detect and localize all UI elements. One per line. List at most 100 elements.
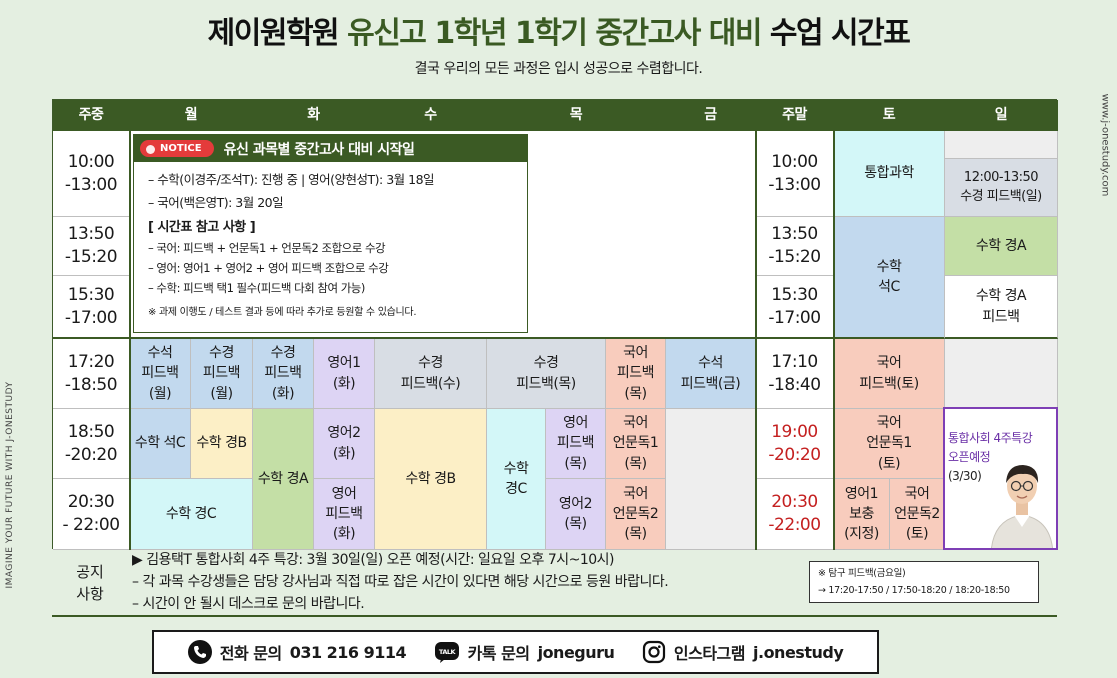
time-weekend-6: 20:30 -22:00 bbox=[756, 479, 834, 550]
time-weekday-2: 13:50 -15:20 bbox=[53, 217, 130, 276]
class-sat-korean-reading2: 국어 언문독2 (토) bbox=[890, 479, 945, 550]
header-wed: 수 bbox=[375, 100, 487, 131]
time-weekday-5: 18:50 -20:20 bbox=[53, 409, 130, 479]
phone-label: 전화 문의 bbox=[219, 644, 282, 663]
class-tue-english1: 영어1 (화) bbox=[314, 339, 375, 409]
class-sun-math-kyunga: 수학 경A bbox=[945, 217, 1058, 276]
notice-label: 공지 사항 bbox=[76, 563, 104, 603]
header-sun: 일 bbox=[945, 100, 1058, 131]
kakao-label: 카톡 문의 bbox=[467, 644, 530, 663]
phone-number: 031 216 9114 bbox=[289, 642, 407, 662]
class-mon-math-kyungb: 수학 경B bbox=[191, 409, 253, 479]
contact-bar: 전화 문의 031 216 9114 TALK 카톡 문의 joneguru 인… bbox=[152, 630, 879, 674]
notice-item: ▶ 김용택T 통합사회 4주 특강: 3월 30일(일) 오픈 예정(시간: 일… bbox=[132, 552, 615, 568]
page-title: 제이원학원 유신고 1학년 1학기 중간고사 대비 수업 시간표 bbox=[0, 8, 1117, 52]
phone-icon bbox=[187, 640, 212, 664]
class-tue-english2: 영어2 (화) bbox=[314, 409, 375, 479]
sun-empty-evening bbox=[945, 339, 1058, 409]
time-weekday-3: 15:30 -17:00 bbox=[53, 276, 130, 339]
sun-empty-top bbox=[945, 131, 1058, 159]
notice-item: – 각 과목 수강생들은 담당 강사님과 직접 따로 잡은 시간이 있다면 해당… bbox=[132, 574, 669, 590]
divider-weekday-time bbox=[129, 131, 131, 550]
class-thu-korean-reading2: 국어 언문독2 (목) bbox=[606, 479, 666, 550]
class-sat-korean-feedback: 국어 피드백(토) bbox=[834, 339, 945, 409]
notice-body: – 수학(이경주/조석T): 진행 중 | 영어(양현성T): 3월 18일 –… bbox=[134, 162, 527, 322]
time-weekend-3: 15:30 -17:00 bbox=[756, 276, 834, 339]
time-weekday-6: 20:30 - 22:00 bbox=[53, 479, 130, 550]
header-thu: 목 bbox=[487, 100, 666, 131]
time-weekend-2: 13:50 -15:20 bbox=[756, 217, 834, 276]
class-sun-sookyung-feedback: 12:00-13:50 수경 피드백(일) bbox=[945, 159, 1058, 217]
feedback-box-times: → 17:20-17:50 / 17:50-18:20 / 18:20-18:5… bbox=[818, 585, 1010, 596]
inquiry-feedback-box: ※ 탐구 피드백(금요일) → 17:20-17:50 / 17:50-18:2… bbox=[809, 561, 1039, 603]
time-weekend-4: 17:10 -18:40 bbox=[756, 339, 834, 409]
class-fri-empty bbox=[666, 409, 756, 550]
notice-ref-line: – 수학: 피드백 택1 필수(피드백 다회 참여 가능) bbox=[148, 281, 365, 295]
contact-kakao[interactable]: TALK 카톡 문의 joneguru bbox=[434, 640, 615, 664]
class-tue-english-feedback: 영어 피드백 (화) bbox=[314, 479, 375, 550]
notice-footnote: ※ 과제 이행도 / 테스트 결과 등에 따라 추가로 등원할 수 있습니다. bbox=[148, 307, 417, 318]
time-weekday-4: 17:20 -18:50 bbox=[53, 339, 130, 409]
class-mon-math-kyungc: 수학 경C bbox=[130, 479, 253, 550]
notice-line: – 수학(이경주/조석T): 진행 중 | 영어(양현성T): 3월 18일 bbox=[148, 172, 435, 187]
header-fri: 금 bbox=[666, 100, 756, 131]
class-thu-english-feedback: 영어 피드백 (목) bbox=[546, 409, 606, 479]
feedback-box-title: ※ 탐구 피드백(금요일) bbox=[818, 568, 906, 579]
class-tue-math-kyunga: 수학 경A bbox=[253, 409, 314, 550]
notice-ref-line: – 국어: 피드백 + 언문독1 + 언문독2 조합으로 수강 bbox=[148, 241, 386, 255]
class-fri-sooseok-feedback: 수석 피드백(금) bbox=[666, 339, 756, 409]
special-lecture-promo: 통합사회 4주특강 오픈예정 (3/30) bbox=[943, 407, 1058, 550]
kakao-talk-icon: TALK bbox=[434, 640, 460, 664]
class-thu-korean-feedback: 국어 피드백 (목) bbox=[606, 339, 666, 409]
special-line1: 통합사회 4주특강 bbox=[948, 431, 1033, 445]
class-wed-sookyung-feedback: 수경 피드백(수) bbox=[375, 339, 487, 409]
academy-name: 제이원학원 bbox=[207, 16, 340, 51]
special-lecture-text: 통합사회 4주특강 오픈예정 (3/30) bbox=[948, 429, 1033, 486]
header-sat: 토 bbox=[834, 100, 945, 131]
time-weekend-1: 10:00 -13:00 bbox=[756, 131, 834, 217]
notice-badge: NOTICE bbox=[140, 140, 214, 157]
notice-ref-line: – 영어: 영어1 + 영어2 + 영어 피드백 조합으로 수강 bbox=[148, 261, 389, 275]
instagram-id: j.onestudy bbox=[753, 642, 844, 662]
notice-header: NOTICE 유신 과목별 중간고사 대비 시작일 bbox=[134, 135, 527, 162]
class-wed-math-kyungb: 수학 경B bbox=[375, 409, 487, 550]
time-weekend-5: 19:00 -20:20 bbox=[756, 409, 834, 479]
class-mon-sookyung-feedback: 수경 피드백 (월) bbox=[191, 339, 253, 409]
class-tue-sookyung-feedback: 수경 피드백 (화) bbox=[253, 339, 314, 409]
special-date: (3/30) bbox=[948, 469, 982, 483]
class-sat-integrated-science: 통합과학 bbox=[834, 131, 945, 217]
class-sat-math-seokc: 수학 석C bbox=[834, 217, 945, 339]
divider-weekend-time bbox=[833, 131, 835, 550]
title-suffix: 수업 시간표 bbox=[769, 16, 911, 51]
header-mon: 월 bbox=[130, 100, 253, 131]
class-thu-korean-reading1: 국어 언문독1 (목) bbox=[606, 409, 666, 479]
class-thu-english2: 영어2 (목) bbox=[546, 479, 606, 550]
class-sat-english1-supplement: 영어1 보충 (지정) bbox=[834, 479, 890, 550]
contact-instagram[interactable]: 인스타그램 j.onestudy bbox=[642, 640, 844, 664]
divider-weekend-start bbox=[755, 131, 757, 550]
class-thu-sookyung-feedback: 수경 피드백(목) bbox=[487, 339, 606, 409]
class-sat-korean-reading1: 국어 언문독1 (토) bbox=[834, 409, 945, 479]
class-thu-math-kyungc: 수학 경C bbox=[487, 409, 546, 550]
class-mon-math-seokc: 수학 석C bbox=[130, 409, 191, 479]
notice-item: – 시간이 안 될시 데스크로 문의 바랍니다. bbox=[132, 596, 365, 612]
header-tue: 화 bbox=[253, 100, 375, 131]
bottom-rule bbox=[52, 615, 1057, 617]
contact-phone[interactable]: 전화 문의 031 216 9114 bbox=[187, 640, 407, 664]
side-website: www.j-onestudy.com bbox=[1099, 93, 1111, 197]
notice-title: 유신 과목별 중간고사 대비 시작일 bbox=[223, 141, 415, 158]
notice-line: – 국어(백은영T): 3월 20일 bbox=[148, 195, 284, 210]
special-line2: 오픈예정 bbox=[948, 450, 991, 464]
teacher-photo bbox=[991, 465, 1053, 548]
title-course: 유신고 1학년 1학기 중간고사 대비 bbox=[347, 16, 762, 51]
class-mon-sooseok-feedback: 수석 피드백 (월) bbox=[130, 339, 191, 409]
class-sun-math-kyunga-feedback: 수학 경A 피드백 bbox=[945, 276, 1058, 339]
notice-panel: NOTICE 유신 과목별 중간고사 대비 시작일 – 수학(이경주/조석T):… bbox=[133, 134, 528, 333]
header-weekday: 주중 bbox=[53, 100, 130, 131]
kakao-id: joneguru bbox=[537, 642, 615, 662]
svg-text:TALK: TALK bbox=[439, 648, 457, 656]
bottom-notice-section: 공지 사항 ▶ 김용택T 통합사회 4주 특강: 3월 30일(일) 오픈 예정… bbox=[52, 549, 1057, 617]
instagram-icon bbox=[642, 640, 666, 664]
notice-lines: ▶ 김용택T 통합사회 4주 특강: 3월 30일(일) 오픈 예정(시간: 일… bbox=[132, 549, 792, 615]
notice-ref-title: [ 시간표 참고 사항 ] bbox=[148, 220, 256, 235]
